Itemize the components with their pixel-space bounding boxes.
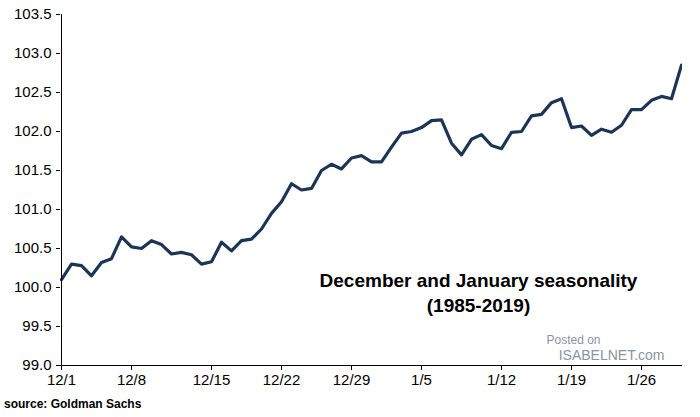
svg-text:12/8: 12/8 [117, 371, 146, 388]
svg-text:December and January seasonali: December and January seasonality [320, 270, 638, 291]
svg-text:1/19: 1/19 [557, 371, 586, 388]
svg-text:12/29: 12/29 [333, 371, 371, 388]
svg-text:102.0: 102.0 [14, 122, 52, 139]
svg-text:ISABELNET.com: ISABELNET.com [559, 347, 665, 363]
svg-text:103.0: 103.0 [14, 44, 52, 61]
svg-text:100.0: 100.0 [14, 278, 52, 295]
html-text:source: Goldman Sachs: source: Goldman Sachs [4, 397, 142, 411]
svg-text:(1985-2019): (1985-2019) [427, 295, 531, 316]
svg-text:101.0: 101.0 [14, 200, 52, 217]
svg-text:Posted on: Posted on [546, 333, 600, 347]
svg-text:99.5: 99.5 [22, 317, 51, 334]
svg-text:1/26: 1/26 [627, 371, 656, 388]
svg-text:103.5: 103.5 [14, 5, 52, 22]
svg-text:1/5: 1/5 [411, 371, 432, 388]
svg-text:100.5: 100.5 [14, 239, 52, 256]
svg-text:99.0: 99.0 [22, 356, 52, 374]
svg-text:1/12: 1/12 [487, 371, 516, 388]
svg-text:102.5: 102.5 [14, 83, 52, 100]
svg-text:12/15: 12/15 [193, 371, 231, 388]
svg-text:12/22: 12/22 [263, 371, 301, 388]
svg-text:12/1: 12/1 [47, 371, 76, 388]
svg-text:101.5: 101.5 [14, 161, 52, 178]
